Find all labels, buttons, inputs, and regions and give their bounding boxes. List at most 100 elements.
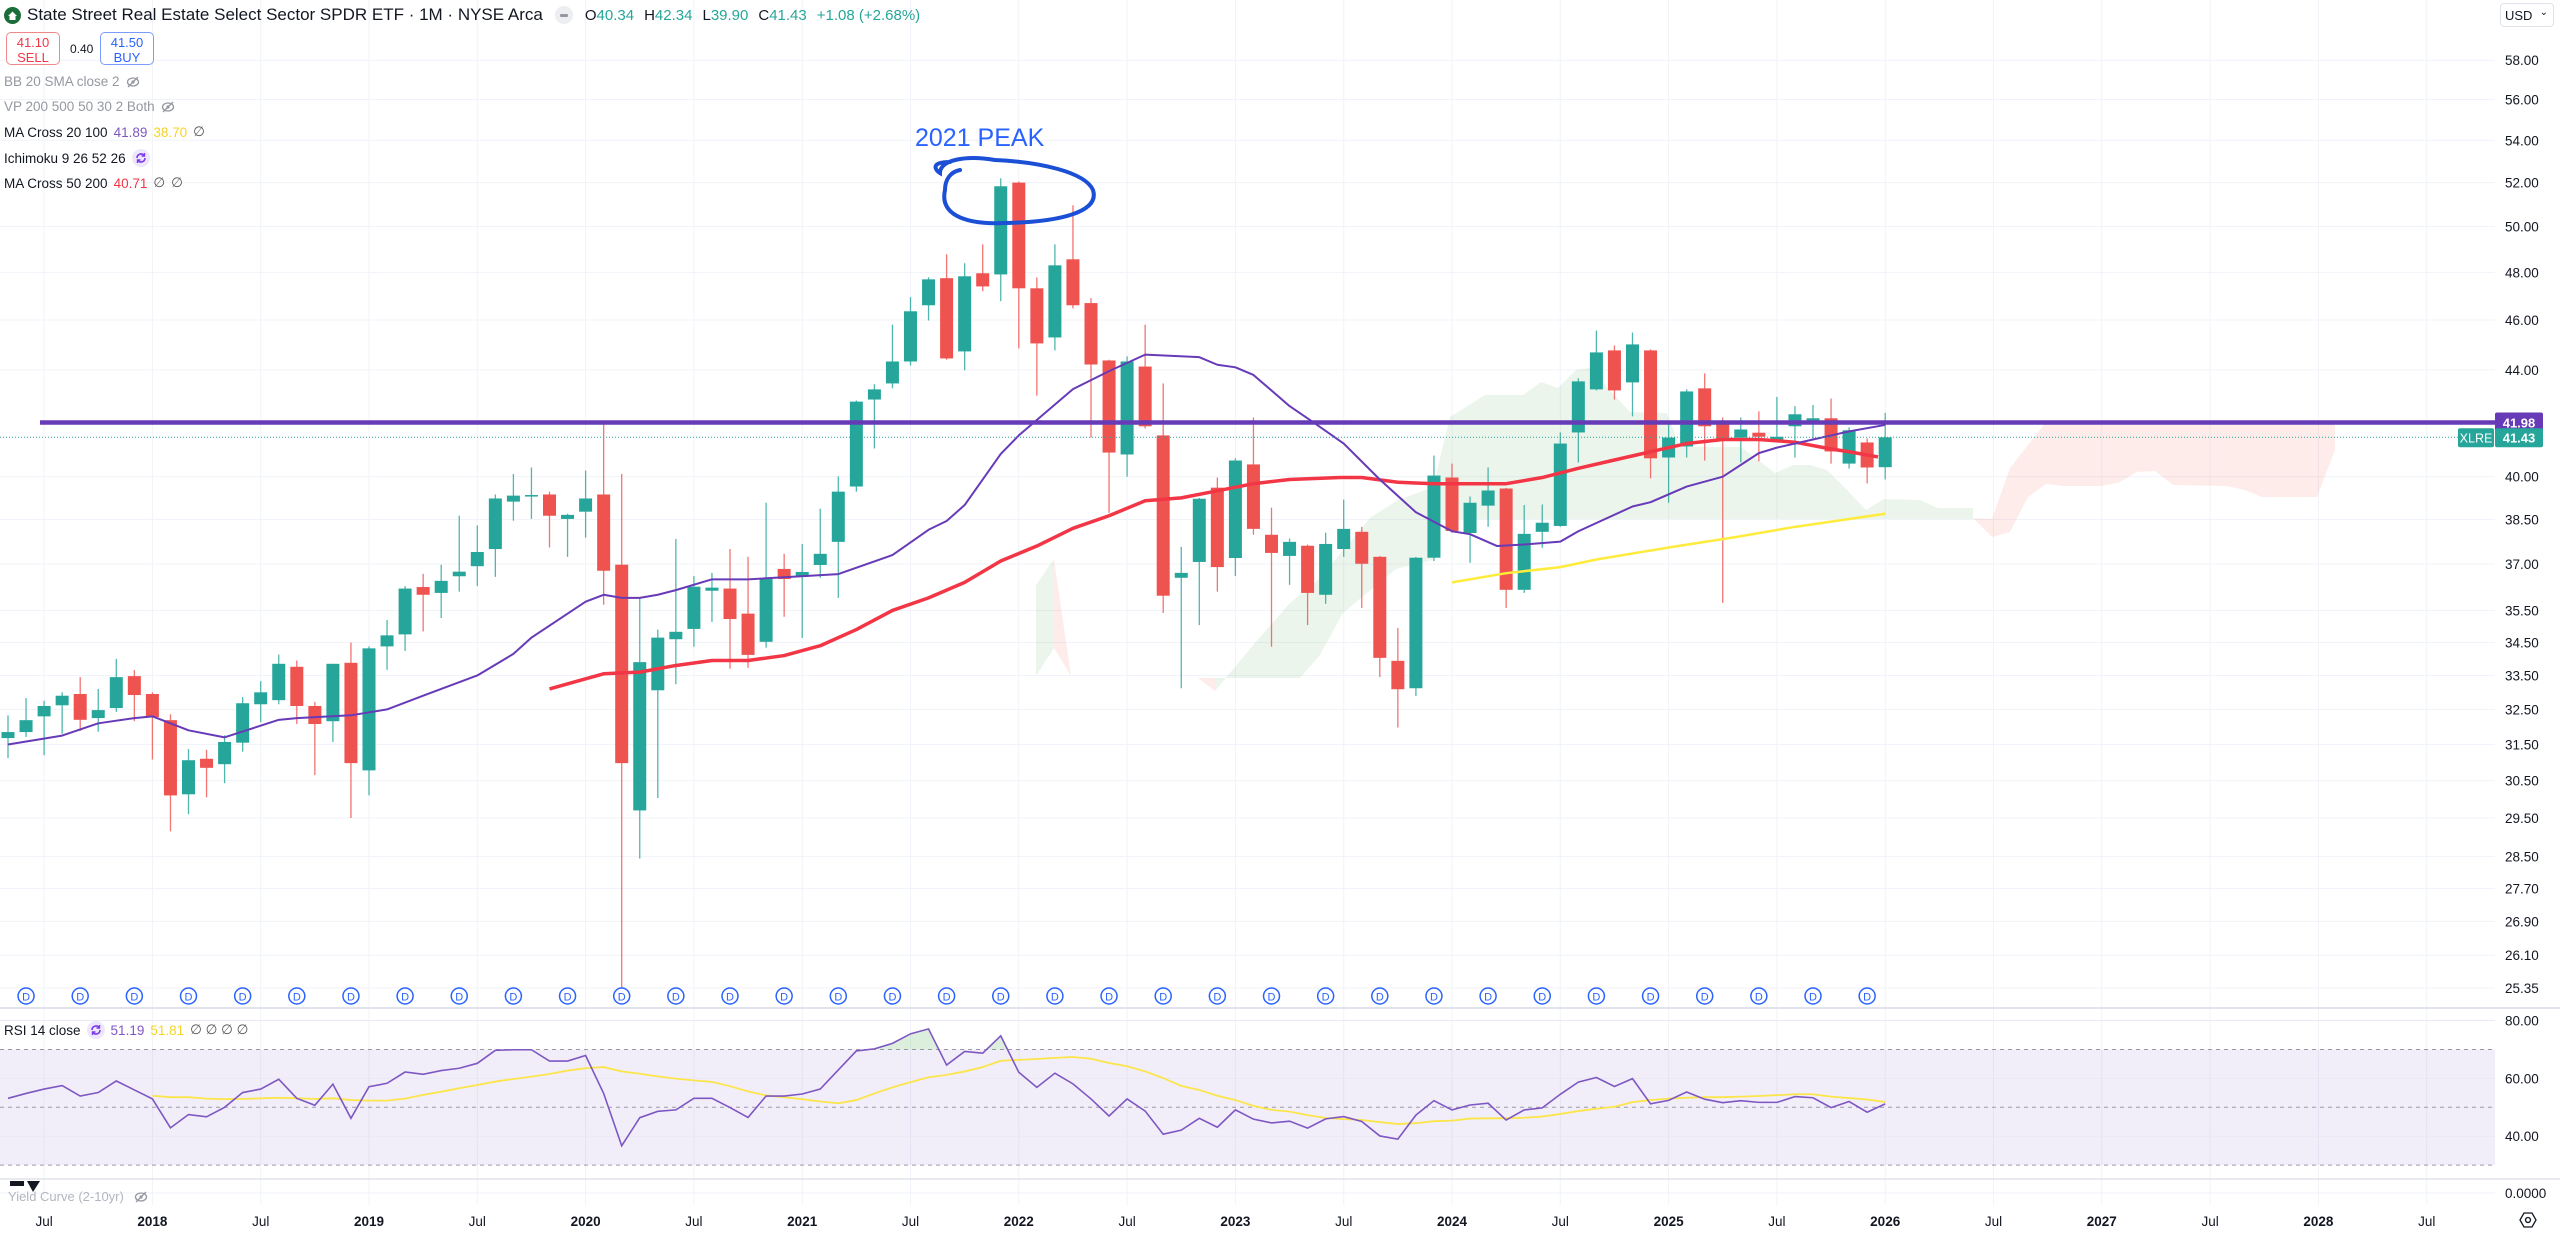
candle[interactable] — [1770, 396, 1784, 443]
candle[interactable] — [145, 692, 159, 760]
candle[interactable] — [73, 677, 87, 732]
candle[interactable] — [867, 384, 881, 449]
candle[interactable] — [1716, 417, 1730, 603]
candle[interactable] — [1409, 556, 1423, 697]
candle[interactable] — [723, 549, 737, 669]
candle[interactable] — [579, 470, 593, 538]
candle[interactable] — [1192, 497, 1206, 626]
dividend-marker[interactable]: D — [1208, 987, 1227, 1005]
candle[interactable] — [344, 642, 358, 818]
candle[interactable] — [1228, 458, 1242, 576]
dividend-marker[interactable]: D — [829, 987, 848, 1005]
indicator-ichimoku[interactable]: Ichimoku 9 26 52 26 — [4, 149, 150, 167]
dividend-marker[interactable]: D — [1316, 987, 1335, 1005]
candle[interactable] — [398, 586, 412, 651]
dividend-marker[interactable]: D — [179, 987, 198, 1005]
candle[interactable] — [741, 556, 755, 668]
annotation[interactable]: 2021 PEAK — [915, 124, 1096, 226]
candle[interactable] — [1210, 477, 1224, 592]
candle[interactable] — [416, 573, 430, 632]
candle[interactable] — [1066, 205, 1080, 309]
candle[interactable] — [1626, 332, 1639, 417]
buy-button[interactable]: 41.50 BUY — [100, 32, 154, 65]
candle[interactable] — [290, 660, 304, 725]
candle[interactable] — [55, 692, 69, 734]
refresh-icon[interactable] — [86, 1021, 105, 1039]
dividend-marker[interactable]: D — [17, 987, 35, 1005]
candle[interactable] — [849, 400, 863, 492]
candle[interactable] — [109, 658, 123, 712]
candle[interactable] — [1301, 544, 1315, 626]
annotation-text[interactable]: 2021 PEAK — [915, 124, 1045, 152]
candle[interactable] — [1337, 499, 1351, 557]
dividend-marker[interactable]: D — [1154, 987, 1172, 1005]
dividend-marker[interactable]: D — [667, 987, 685, 1005]
indicator-bb[interactable]: BB 20 SMA close 2 — [4, 74, 140, 89]
candle[interactable] — [1, 715, 15, 759]
candle[interactable] — [1842, 427, 1856, 469]
candle[interactable] — [1517, 505, 1531, 593]
candle[interactable] — [1481, 467, 1495, 527]
dividend-marker[interactable]: D — [612, 987, 631, 1005]
candle[interactable] — [1102, 359, 1116, 513]
dividend-marker[interactable]: D — [504, 987, 523, 1005]
candle[interactable] — [91, 688, 105, 732]
dividend-marker[interactable]: D — [288, 987, 306, 1005]
candle[interactable] — [163, 714, 177, 832]
candle[interactable] — [434, 564, 448, 619]
dividend-marker[interactable]: D — [1804, 987, 1822, 1005]
dividend-marker[interactable]: D — [1587, 987, 1606, 1005]
candle[interactable] — [127, 670, 141, 722]
collapse-icon[interactable] — [554, 6, 573, 24]
candle[interactable] — [362, 646, 376, 796]
dividend-marker[interactable]: D — [125, 987, 144, 1005]
dividend-marker[interactable]: D — [883, 987, 902, 1005]
candle[interactable] — [958, 263, 972, 371]
candle[interactable] — [326, 663, 340, 742]
candle[interactable] — [19, 698, 33, 738]
candle[interactable] — [1824, 398, 1838, 464]
sell-button[interactable]: 41.10 SELL — [6, 32, 60, 65]
candle[interactable] — [1138, 324, 1152, 429]
candle[interactable] — [1535, 504, 1549, 548]
dividend-marker[interactable]: D — [1100, 987, 1118, 1005]
candle[interactable] — [1445, 463, 1459, 533]
candle[interactable] — [759, 502, 773, 648]
dividend-marker[interactable]: D — [1533, 987, 1551, 1005]
dividend-marker[interactable]: D — [342, 987, 360, 1005]
candle[interactable] — [904, 297, 917, 366]
candle[interactable] — [1319, 532, 1333, 604]
dividend-marker[interactable]: D — [1858, 987, 1876, 1005]
candle[interactable] — [1698, 373, 1712, 461]
candle[interactable] — [1391, 627, 1405, 728]
candle[interactable] — [885, 324, 899, 389]
dividend-marker[interactable]: D — [1046, 987, 1064, 1005]
dividend-marker[interactable]: D — [1425, 987, 1443, 1005]
candle[interactable] — [1355, 526, 1369, 608]
candle[interactable] — [308, 701, 322, 776]
candle[interactable] — [1030, 277, 1044, 396]
candle[interactable] — [1048, 244, 1062, 351]
candle[interactable] — [651, 629, 665, 799]
currency-selector[interactable]: USD ⌄ — [2500, 3, 2554, 27]
dividend-marker[interactable]: D — [721, 987, 739, 1005]
candle[interactable] — [615, 473, 629, 1004]
candle[interactable] — [1788, 406, 1802, 458]
eye-slash-icon[interactable] — [134, 1190, 148, 1204]
dividend-marker[interactable]: D — [1750, 987, 1768, 1005]
candle[interactable] — [1644, 349, 1658, 479]
indicator-yield-curve[interactable]: Yield Curve (2-10yr) — [8, 1189, 148, 1204]
dividend-marker[interactable]: D — [1371, 987, 1389, 1005]
candle[interactable] — [506, 473, 520, 521]
candle[interactable] — [1463, 496, 1477, 563]
candle[interactable] — [200, 749, 214, 798]
eye-slash-icon[interactable] — [161, 100, 175, 114]
candle[interactable] — [687, 575, 701, 647]
candle[interactable] — [976, 244, 990, 292]
candle[interactable] — [254, 681, 268, 723]
candle[interactable] — [1283, 538, 1297, 585]
annotation-circle[interactable] — [933, 156, 1096, 226]
symbol-title[interactable]: State Street Real Estate Select Sector S… — [27, 5, 543, 24]
candle[interactable] — [813, 508, 827, 578]
candle[interactable] — [1427, 455, 1441, 562]
